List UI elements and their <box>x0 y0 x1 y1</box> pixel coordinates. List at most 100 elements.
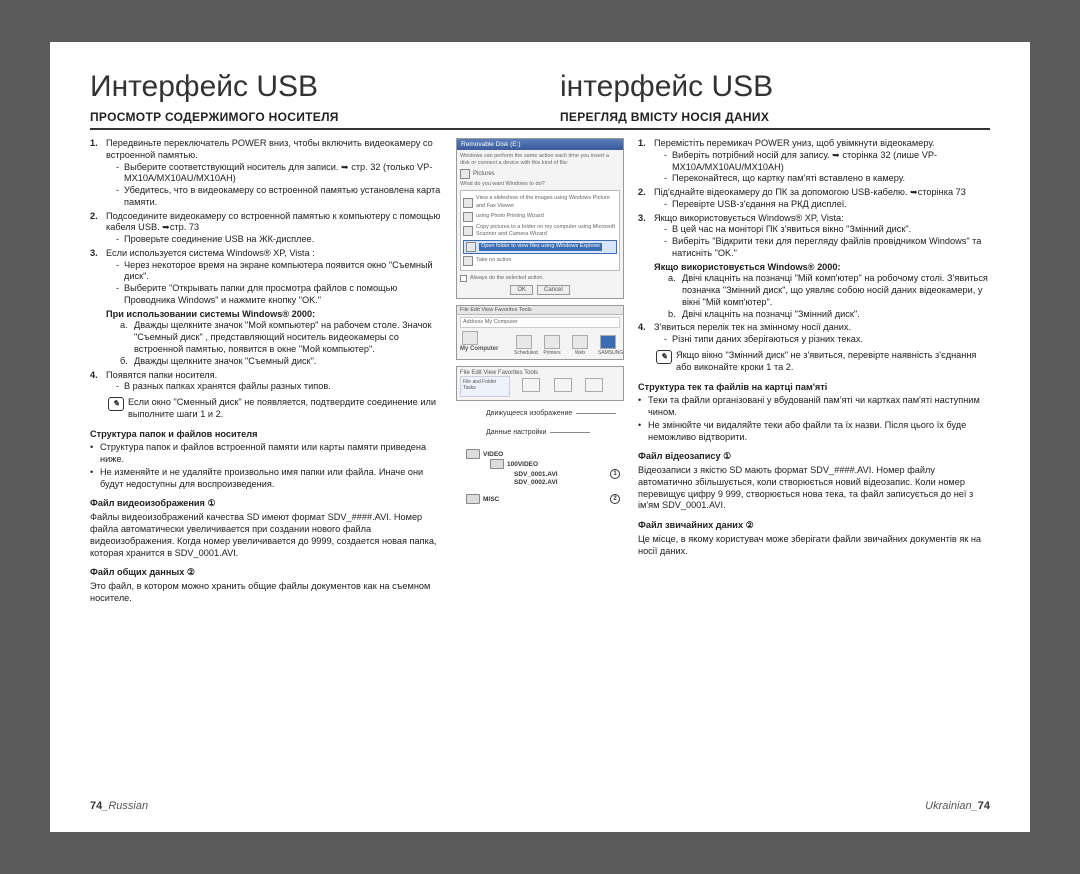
uk-li4: З'явиться перелік тек на змінному носії … <box>654 322 851 332</box>
scheduled-icon <box>516 335 532 349</box>
footer-left: 74_Russian <box>90 800 148 812</box>
callout2: Данные настройки <box>486 429 624 436</box>
content-columns: 1. Передвиньте переключатель POWER вниз,… <box>90 138 990 790</box>
dlg1-chk: Always do the selected action. <box>470 275 544 282</box>
uk-li1s1: Виберіть потрібний носій для запису. ➥ с… <box>672 150 990 174</box>
dlg1-opt2: using Photo Printing Wizard <box>476 213 544 220</box>
folder2-icon <box>554 378 572 392</box>
ru-li1s2: Убедитесь, что в видеокамеру со встроенн… <box>124 185 442 209</box>
ru-li1s1: Выберите соответствующий носитель для за… <box>124 162 442 186</box>
my-computer-window: File Edit View Favorites Tools Address M… <box>456 305 624 360</box>
pictures-icon <box>460 169 470 179</box>
divider <box>90 128 990 130</box>
page-footer: 74_Russian Ukrainian_74 <box>90 800 990 812</box>
uk-li3h: Якщо використовується Windows® 2000: <box>654 262 990 274</box>
title-russian: Интерфейс USB <box>90 70 520 104</box>
print-icon <box>463 212 473 222</box>
removable-disk-dialog: Removable Disk (E:) Windows can perform … <box>456 138 624 299</box>
section-title-row: ПРОСМОТР СОДЕРЖИМОГО НОСИТЕЛЯ ПЕРЕГЛЯД В… <box>90 110 990 124</box>
title-ukrainian: інтерфейс USB <box>560 70 990 104</box>
uk-struct-h: Структура тек та файлів на картці пам'ят… <box>638 382 990 394</box>
uk-note: Якщо вікно "Змінний диск" не з'явиться, … <box>676 350 990 374</box>
tree-misc: MISC <box>483 496 499 503</box>
ru-vf-p: Файлы видеоизображений качества SD имеют… <box>90 512 442 559</box>
dlg3-side: File and Folder Tasks <box>460 376 510 397</box>
uk-li2s1: Перевірте USB-з'єдання на РКД дисплеї. <box>672 199 990 211</box>
copy-icon <box>463 226 473 236</box>
uk-li4s1: Різні типи даних зберігаються у різних т… <box>672 334 990 346</box>
100video-folder-icon <box>490 459 504 469</box>
dlg1-q: What do you want Windows to do? <box>460 181 620 188</box>
ok-button[interactable]: OK <box>510 285 533 295</box>
ru-li3a: Дважды щелкните значок "Мой компьютер" н… <box>134 320 442 355</box>
dlg1-pictures: Pictures <box>473 171 495 177</box>
dlg1-opt3: Copy pictures to a folder on my computer… <box>476 224 617 238</box>
russian-column: 1. Передвиньте переключатель POWER вниз,… <box>90 138 442 790</box>
dlg2-menu: File Edit View Favorites Tools <box>457 306 623 315</box>
tree-video: VIDEO <box>483 451 503 458</box>
ru-note: Если окно "Сменный диск" не появляется, … <box>128 397 442 421</box>
tree-f1: SDV_0001.AVI <box>514 471 558 478</box>
ru-li1: Передвиньте переключатель POWER вниз, чт… <box>106 138 433 160</box>
uk-li3a: Двічі клацніть на позначці "Мій комп'юте… <box>682 273 990 308</box>
ru-sb2: Не изменяйте и не удаляйте произвольно и… <box>100 467 442 491</box>
cancel-button[interactable]: Cancel <box>537 285 570 295</box>
dlg2-ic5: SAMSUNG <box>598 350 623 356</box>
ru-li3b: Дважды щелкните значок "Съемный диск". <box>134 356 316 368</box>
uk-li1: Перемістіть перемикач POWER униз, щоб ув… <box>654 138 935 148</box>
dlg1-intro: Windows can perform the same action each… <box>460 153 620 167</box>
printers-icon <box>544 335 560 349</box>
uk-li1s2: Переконайтеся, що картку пам'яті вставле… <box>672 173 990 185</box>
ru-li3h: При использовании системы Windows® 2000: <box>106 309 442 321</box>
folder-tree: VIDEO 100VIDEO SDV_0001.AVI1 SDV_0002.AV… <box>456 449 624 504</box>
misc-folder-icon <box>466 494 480 504</box>
dlg2-ic2: Scheduled <box>514 350 538 356</box>
dlg1-opt5: Take no action <box>476 257 511 264</box>
uk-vf-h: Файл відеозапису ① <box>638 451 990 463</box>
ukrainian-column: 1. Перемістіть перемикач POWER униз, щоб… <box>638 138 990 790</box>
uk-li3b: Двічі клацніть на позначці "Змінний диск… <box>682 309 860 321</box>
noaction-icon <box>463 256 473 266</box>
note-icon: ✎ <box>656 350 672 364</box>
dlg1-title: Removable Disk (E:) <box>457 139 623 150</box>
dlg1-opt1: View a slideshow of the images using Win… <box>476 195 617 209</box>
ru-gf-h: Файл общих данных ② <box>90 567 442 579</box>
ru-li3s1: Через некоторое время на экране компьюте… <box>124 260 442 284</box>
uk-gf-p: Це місце, в якому користувач може зберіг… <box>638 534 990 558</box>
tree-folder: 100VIDEO <box>507 461 538 468</box>
ru-vf-h: Файл видеоизображения ① <box>90 498 442 510</box>
uk-sb1: Теки та файли організовані у вбудованій … <box>648 395 990 419</box>
ru-li3: Если используется система Windows® XP, V… <box>106 248 315 258</box>
ru-gf-p: Это файл, в котором можно хранить общие … <box>90 581 442 605</box>
note-icon: ✎ <box>108 397 124 411</box>
uk-sb2: Не змінюйте чи видаляйте теки або файли … <box>648 420 990 444</box>
uk-li3s1: В цей час на моніторі ПК з'явиться вікно… <box>672 224 990 236</box>
dlg2-addr: Address My Computer <box>460 317 620 328</box>
circle-2: 2 <box>610 494 620 504</box>
ru-li4: Появятся папки носителя. <box>106 370 217 380</box>
ru-li3s2: Выберите "Открывать папки для просмотра … <box>124 283 442 307</box>
section-ukrainian: ПЕРЕГЛЯД ВМІСТУ НОСІЯ ДАНИХ <box>560 110 990 124</box>
folder1-icon <box>522 378 540 392</box>
ru-li2: Подсоедините видеокамеру со встроенной п… <box>106 211 440 233</box>
folder-icon <box>466 242 476 252</box>
mycomputer-icon <box>462 331 478 345</box>
tree-f2: SDV_0002.AVI <box>514 479 558 486</box>
title-row: Интерфейс USB інтерфейс USB <box>90 70 990 104</box>
uk-li3s2: Виберіть "Відкрити теки для перегляду фа… <box>672 236 990 260</box>
uk-vf-p: Відеозаписи з якістю SD мають формат SDV… <box>638 465 990 512</box>
dlg2-ic1: My Computer <box>460 346 510 352</box>
samsung-icon <box>600 335 616 349</box>
ru-sb1: Структура папок и файлов встроенной памя… <box>100 442 442 466</box>
removable-disk-window: File Edit View Favorites Tools File and … <box>456 366 624 401</box>
ru-li4s1: В разных папках хранятся файлы разных ти… <box>124 381 442 393</box>
callout1: Движущееся изображение <box>486 410 624 417</box>
dlg1-opt4: Open folder to view files using Windows … <box>479 243 602 250</box>
web-icon <box>572 335 588 349</box>
uk-li2: Під'єднайте відеокамеру до ПК за допомог… <box>654 187 966 197</box>
folder3-icon <box>585 378 603 392</box>
ru-li2s1: Проверьте соединение USB на ЖК-дисплее. <box>124 234 442 246</box>
dlg2-ic3: Printers <box>543 350 560 356</box>
uk-li3: Якщо використовується Windows® XP, Vista… <box>654 213 844 223</box>
always-checkbox[interactable] <box>460 275 467 282</box>
